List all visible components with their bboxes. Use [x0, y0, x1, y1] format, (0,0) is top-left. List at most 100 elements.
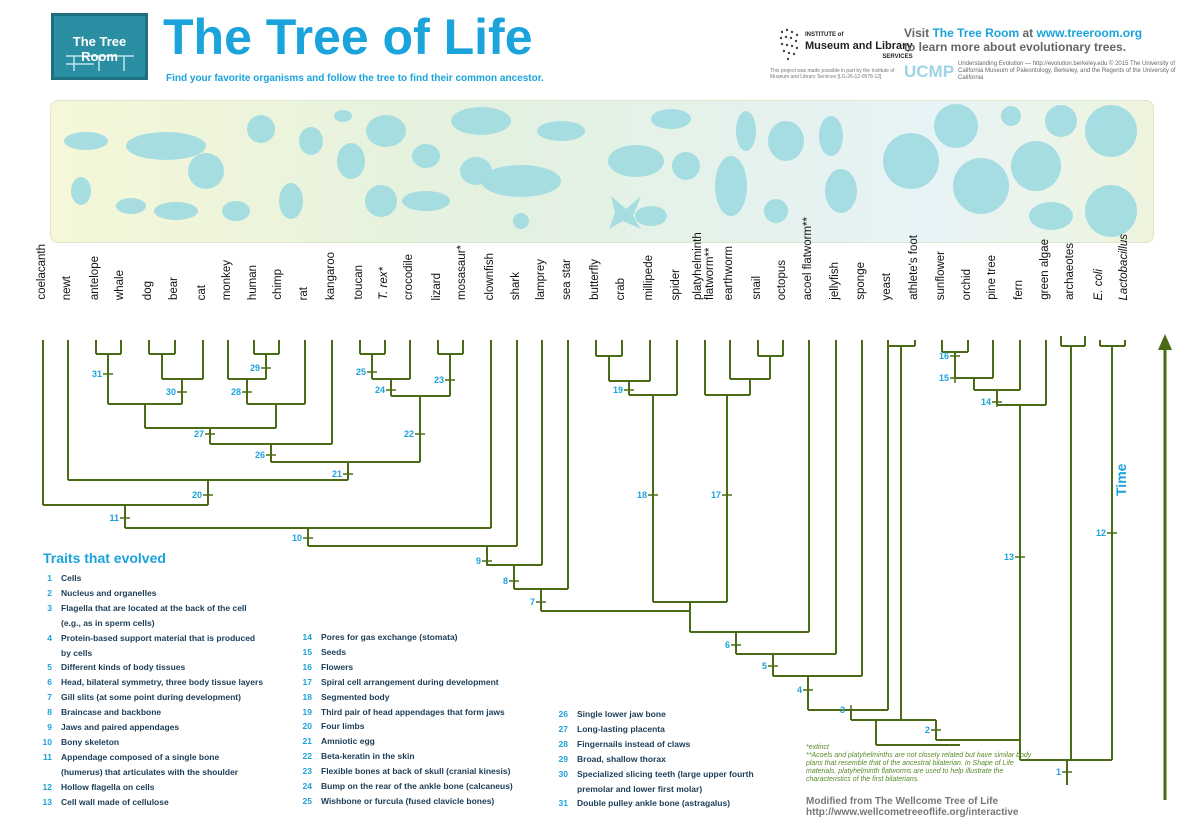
node-label: 11	[109, 513, 119, 523]
trait-text: Pores for gas exchange (stomata)	[321, 632, 458, 642]
node-label: 31	[91, 369, 102, 379]
node-label: 24	[374, 385, 385, 395]
trait-text: Four limbs	[321, 721, 365, 732]
trait-text: Broad, shallow thorax	[577, 753, 666, 764]
node-label: 9	[475, 556, 481, 566]
node-label: 4	[796, 685, 802, 695]
logo-tree-icon	[66, 55, 134, 71]
trait-text: Bony skeleton	[61, 736, 120, 747]
trait-number: 1	[47, 573, 52, 583]
trait-number: 18	[302, 691, 312, 702]
extinct-note: *extinct	[806, 744, 829, 751]
node-label: 30	[165, 387, 176, 397]
node-label: 26	[254, 450, 265, 460]
imls-line1: INSTITUTE of	[805, 32, 844, 38]
trait-text: Gill slits (at some point during develop…	[61, 692, 241, 703]
imls-logo	[770, 24, 895, 84]
trait-text: Specialized slicing teeth (large upper f…	[577, 768, 754, 779]
trait-number: 7	[47, 692, 52, 703]
node-label: 21	[331, 469, 342, 479]
trait-number: 30	[558, 768, 568, 779]
trait-number: 26	[558, 709, 568, 719]
imls-name: INSTITUTE of Museum and Library SERVICES	[805, 30, 913, 63]
tree-branches	[42, 336, 1126, 785]
trait-text: Head, bilateral symmetry, three body tis…	[61, 677, 264, 688]
trait-text: Long-lasting placenta	[577, 723, 665, 734]
trait-text: Spiral cell arrangement during developme…	[321, 676, 499, 687]
time-arrow	[1158, 334, 1172, 800]
node-label: 8	[502, 576, 508, 586]
trait-text: Single lower jaw bone	[577, 709, 666, 719]
credit-line1: Modified from The Wellcome Tree of Life	[806, 796, 999, 807]
imls-line2: Museum and Library	[805, 40, 913, 52]
node-label: 29	[249, 363, 260, 373]
credit-url-link[interactable]: http://www.wellcometreeoflife.org/intera…	[806, 807, 1019, 818]
node-label: 20	[191, 490, 202, 500]
organism-banner	[50, 100, 1154, 243]
visit-url-link[interactable]: www.treeroom.org	[1036, 26, 1143, 40]
trait-number: 22	[302, 751, 312, 762]
node-label: 6	[724, 640, 730, 650]
trait-number: 31	[558, 798, 568, 809]
imls-dots-icon	[779, 28, 799, 61]
trait-text: (humerus) that articulates with the shou…	[61, 766, 239, 777]
trait-number: 16	[302, 661, 312, 672]
trait-number: 6	[47, 677, 52, 688]
node-label: 23	[433, 375, 444, 385]
trait-number: 17	[302, 676, 312, 687]
trait-number: 23	[302, 766, 312, 777]
organism-silhouettes-image	[64, 104, 1137, 237]
trait-number: 24	[302, 781, 312, 791]
node-label: 7	[529, 597, 535, 607]
ucmp-text: Understanding Evolution — http://evoluti…	[958, 61, 1176, 81]
time-axis-label: Time	[1113, 463, 1129, 496]
footnotes: *extinct **Acoels and platyhelminths are…	[806, 744, 1046, 784]
node-label: 19	[612, 385, 623, 395]
imls-line3: SERVICES	[882, 54, 913, 60]
trait-number: 19	[302, 706, 312, 717]
trait-text: Braincase and backbone	[61, 707, 162, 718]
trait-text: Double pulley ankle bone (astragalus)	[577, 798, 731, 809]
trait-text: (e.g., as in sperm cells)	[61, 617, 155, 628]
trait-text: Jaws and paired appendages	[61, 722, 180, 732]
trait-text: Appendage composed of a single bone	[61, 751, 220, 762]
trait-number: 11	[43, 751, 52, 762]
credit: Modified from The Wellcome Tree of Life …	[806, 796, 1018, 818]
logo-text: The Tree Room	[72, 34, 127, 64]
trait-number: 14	[302, 632, 312, 642]
node-label: 15	[938, 373, 949, 383]
node-label: 17	[710, 490, 721, 500]
node-label: 2	[924, 725, 930, 735]
trait-text: Seeds	[321, 646, 347, 657]
node-label: 18	[636, 490, 647, 500]
node-label: 22	[403, 429, 414, 439]
trait-text: Protein-based support material that is p…	[61, 632, 256, 643]
tree-room-logo: The Tree Room	[51, 13, 148, 80]
trait-number: 27	[558, 723, 568, 734]
trait-text: Cell wall made of cellulose	[61, 796, 169, 807]
trait-number: 9	[47, 722, 52, 732]
visit-prefix: Visit	[904, 26, 933, 40]
trait-number: 28	[558, 738, 568, 749]
visit-mid: at	[1019, 26, 1037, 40]
trait-text: Hollow flagella on cells	[61, 781, 155, 792]
node-label: 14	[980, 397, 991, 407]
page-subtitle: Find your favorite organisms and follow …	[166, 73, 544, 84]
trait-text: Flexible bones at back of skull (cranial…	[321, 766, 511, 777]
node-label: 3	[839, 705, 845, 715]
visit-text: Visit The Tree Room at www.treeroom.org …	[904, 26, 1142, 54]
trait-text: Beta-keratin in the skin	[321, 751, 415, 762]
node-label: 28	[230, 387, 241, 397]
trait-number: 2	[47, 587, 52, 598]
trait-number: 8	[47, 707, 52, 718]
trait-text: by cells	[61, 647, 93, 658]
trait-text: premolar and lower first molar)	[577, 783, 703, 794]
trait-number: 25	[302, 795, 312, 806]
trait-text: Wishbone or furcula (fused clavicle bone…	[321, 795, 495, 806]
trait-text: Nucleus and organelles	[61, 587, 157, 598]
node-label: 16	[938, 351, 949, 361]
trait-number: 10	[42, 736, 52, 747]
visit-line2: to learn more about evolutionary trees.	[904, 40, 1127, 54]
trait-number: 21	[302, 736, 312, 747]
